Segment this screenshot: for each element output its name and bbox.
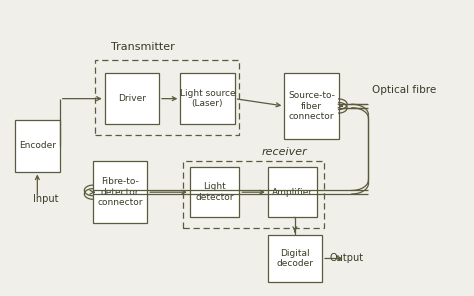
Text: Driver: Driver	[118, 94, 146, 103]
Bar	[190, 167, 239, 217]
Bar	[182, 161, 324, 228]
Bar	[95, 59, 239, 135]
Bar	[15, 120, 60, 172]
Text: Optical fibre: Optical fibre	[372, 85, 436, 95]
Bar	[268, 235, 322, 282]
Text: Light
detector: Light detector	[195, 183, 234, 202]
Bar	[180, 73, 235, 124]
Text: Source-to-
fiber
connector: Source-to- fiber connector	[288, 91, 335, 121]
Text: Input: Input	[33, 194, 58, 204]
Text: Output: Output	[329, 252, 363, 263]
Text: Fibre-to-
detector
connector: Fibre-to- detector connector	[97, 177, 143, 207]
Text: Digital
decoder: Digital decoder	[276, 249, 313, 268]
Text: Transmitter: Transmitter	[110, 42, 174, 52]
Text: receiver: receiver	[261, 147, 307, 157]
Bar	[105, 73, 159, 124]
Text: Encoder: Encoder	[19, 141, 56, 150]
Bar	[284, 73, 338, 139]
Text: Light source
(Laser): Light source (Laser)	[180, 89, 235, 108]
Bar	[93, 161, 147, 223]
Text: Amplifier: Amplifier	[272, 188, 313, 197]
Bar	[268, 167, 318, 217]
